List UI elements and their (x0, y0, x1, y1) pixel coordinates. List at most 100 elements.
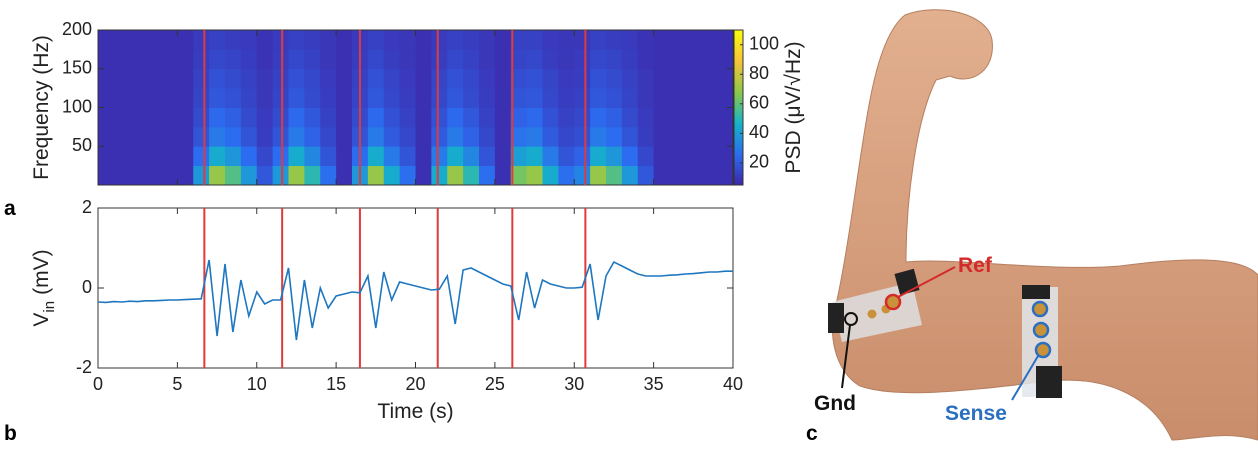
plot-frame (97, 207, 734, 369)
colorbar-segment (734, 35, 743, 39)
heatmap-cell (272, 49, 289, 70)
y-tick-label: 100 (62, 96, 92, 116)
colorbar-segment (734, 50, 743, 54)
heatmap-cell (383, 126, 401, 147)
heatmap-cell (193, 165, 210, 186)
heatmap-cell (225, 88, 242, 108)
colorbar-segment (734, 84, 743, 88)
heatmap-cell (431, 88, 448, 108)
colorbar-segment (734, 32, 743, 36)
heatmap-cell (653, 107, 670, 128)
heatmap-cell (606, 88, 623, 108)
heatmap-cell (510, 107, 528, 128)
heatmap-cell (240, 88, 258, 108)
x-tick-label: 5 (172, 374, 182, 394)
heatmap-cell (240, 146, 258, 167)
y-tick-label: 2 (82, 197, 92, 217)
colorbar-segment (734, 141, 743, 145)
heatmap-cell (510, 68, 528, 89)
heatmap-cell (590, 68, 607, 89)
heatmap-cell (526, 68, 543, 89)
colorbar-tick-label: 60 (749, 93, 769, 113)
heatmap-cell (383, 146, 401, 167)
heatmap-cell (463, 146, 480, 167)
colorbar-segment (734, 138, 743, 142)
heatmap-cell (177, 126, 194, 147)
heatmap-cell (637, 68, 655, 89)
heatmap-cell (542, 68, 559, 89)
heatmap-cell (621, 49, 639, 70)
arm-photo (828, 9, 1258, 441)
heatmap-cell (637, 107, 655, 128)
heatmap-cell (177, 30, 194, 50)
heatmap-cell (558, 68, 575, 89)
heatmap-cell (256, 88, 274, 108)
heatmap-cell (193, 126, 210, 147)
heatmap-cell (98, 68, 115, 89)
heatmap-cell (590, 146, 607, 167)
heatmap-cell (304, 88, 321, 108)
heatmap-cell (574, 30, 591, 50)
heatmap-cell (272, 146, 289, 167)
heatmap-cell (113, 88, 131, 108)
heatmap-cell (272, 88, 289, 108)
heatmap-cell (494, 146, 512, 167)
colorbar-segment (734, 76, 743, 80)
heatmap-cell (542, 30, 559, 50)
heatmap-cell (542, 165, 559, 186)
heatmap-cell (367, 49, 385, 70)
heatmap-cell (399, 88, 416, 108)
sense-label: Sense (945, 402, 1007, 425)
heatmap-cell (225, 165, 242, 186)
colorbar-segment (734, 37, 743, 41)
heatmap-cell (399, 146, 416, 167)
heatmap-cell (685, 68, 702, 89)
y-axis-label-part: in (41, 301, 58, 313)
heatmap-cell (240, 30, 258, 50)
heatmap-cell (494, 30, 512, 50)
colorbar-segment (734, 112, 743, 116)
heatmap-cell (98, 88, 115, 108)
heatmap-cell (447, 107, 464, 128)
heatmap-cell (129, 146, 147, 167)
heatmap-cell (272, 68, 289, 89)
heatmap-cell (304, 49, 321, 70)
heatmap-cell (606, 49, 623, 70)
colorbar-segment (734, 143, 743, 147)
heatmap-cell (669, 30, 686, 50)
heatmap-cell (399, 107, 416, 128)
heatmap-cell (685, 165, 702, 186)
heatmap-cell (431, 126, 448, 147)
heatmap-cell (526, 30, 543, 50)
heatmap-cell (193, 68, 210, 89)
heatmap-cell (479, 146, 496, 167)
colorbar-segment (734, 63, 743, 67)
heatmap-cell (272, 30, 289, 50)
colorbar-segment (734, 68, 743, 72)
heatmap-cell (272, 107, 289, 128)
heatmap-cell (558, 49, 575, 70)
heatmap-cell (383, 30, 401, 50)
colorbar-segment (734, 86, 743, 90)
heatmap-cell (177, 146, 194, 167)
heatmap-cell (574, 49, 591, 70)
heatmap-cell (701, 146, 718, 167)
heatmap-cell (98, 49, 115, 70)
heatmap-cell (669, 165, 686, 186)
colorbar-segment (734, 156, 743, 160)
heatmap-cell (685, 107, 702, 128)
heatmap-cell (542, 146, 559, 167)
colorbar-segment (734, 104, 743, 108)
colorbar-segment (734, 146, 743, 150)
heatmap-cell (336, 165, 353, 186)
y-tick-label: 50 (72, 135, 92, 155)
heatmap-cell (367, 126, 385, 147)
heatmap-cell (256, 107, 274, 128)
heatmap-cell (590, 88, 607, 108)
heatmap-cell (669, 68, 686, 89)
heatmap-cell (415, 165, 432, 186)
heatmap-cell (463, 68, 480, 89)
heatmap-cell (701, 49, 718, 70)
heatmap-cell (526, 165, 543, 186)
heatmap-cell (272, 165, 289, 186)
